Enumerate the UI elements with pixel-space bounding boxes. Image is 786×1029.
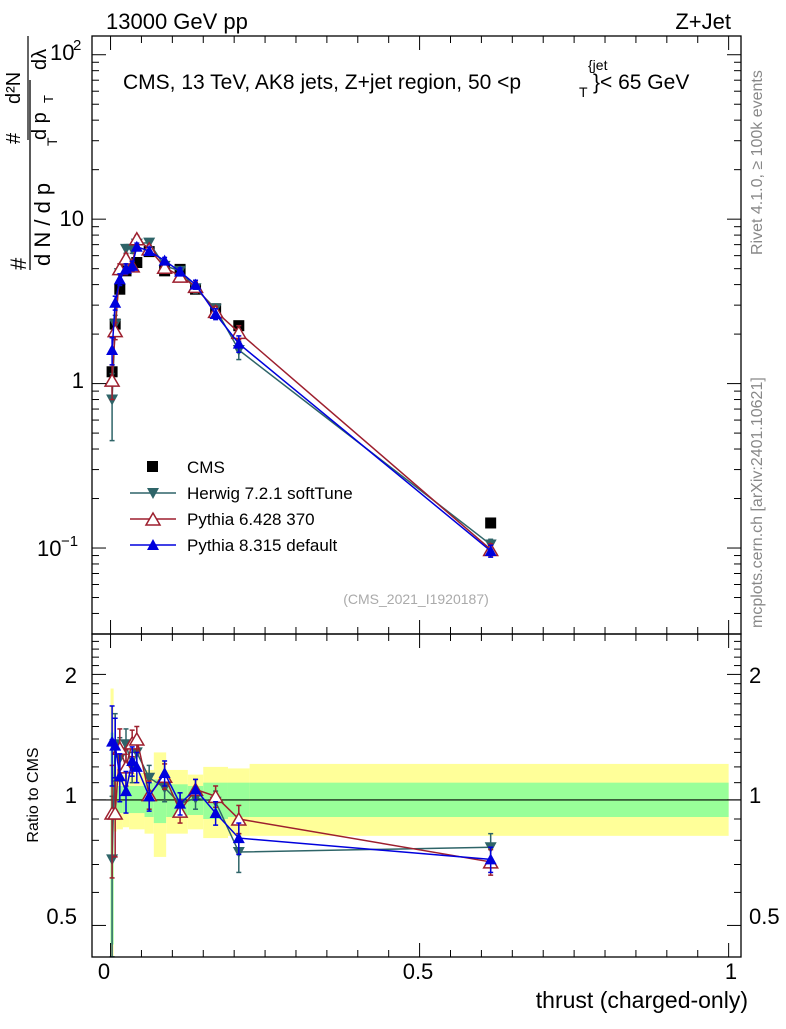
main-ytick-label-0.1: 10 −1 [37,533,78,561]
chart-title: CMS, 13 TeV, AK8 jets, Z+jet region, 50 … [123,57,689,100]
main-ytick-label-1: 1 [72,368,84,393]
ratio-ytick-label-2-left: 2 [65,663,77,688]
legend-item-herwig: Herwig 7.2.1 softTune [130,484,353,503]
legend-item-cms: CMS [147,458,225,477]
main-point-pythia-8-315-default [189,278,202,290]
legend-label-herwig: Herwig 7.2.1 softTune [187,484,353,503]
main-point-cms [485,517,497,529]
ylabel-hash-left: # [6,257,31,270]
ytick-0.1-base: 10 [37,536,61,561]
ratio-point-pythia-8-315-default [158,767,171,779]
ratio-point-pythia-8-315-default [174,797,187,809]
header-left: 13000 GeV pp [106,9,248,34]
xtick-label-0: 0 [98,959,110,984]
main-ytick-label-10: 10 [60,206,84,231]
ratio-point-pythia-8-315-default [119,785,132,797]
ratio-axis-ticks [92,634,741,957]
ylabel-frac1-den-sub: T [44,137,60,146]
header-right: Z+Jet [675,9,731,34]
ratio-series-2 [106,705,497,874]
legend-item-pythia8: Pythia 8.315 default [130,536,338,555]
ratio-point-pythia-8-315-default [126,754,139,766]
ratio-point-pythia-8-315-default [232,832,245,844]
ratio-point-pythia-6-428-370 [106,805,124,820]
ratio-ytick-label-0.5-right: 0.5 [749,904,780,929]
chart-title-prefix: CMS, 13 TeV, AK8 jets, Z+jet region, 50 … [123,71,521,94]
main-point-pythia-8-315-default [113,273,126,285]
chart-title-sup: {jet [588,57,608,73]
rivet-version-label: Rivet 4.1.0, ≥ 100k events [749,70,766,255]
main-panel: 10 2 10 1 10 −1 CMS, 13 TeV, AK8 jets, Z… [3,35,742,635]
legend-label-pythia8: Pythia 8.315 default [187,536,338,555]
ytick-100-exp: 2 [73,37,81,54]
legend-label-pythia6: Pythia 6.428 370 [187,510,315,529]
main-point-pythia-8-315-default [232,337,245,349]
x-axis-label: thrust (charged-only) [536,987,748,1013]
xtick-label-1: 1 [725,959,737,984]
chart-title-suffix: }< 65 GeV [593,71,689,94]
main-point-cms [131,257,143,269]
ratio-point-pythia-8-315-default [484,853,497,865]
ylabel-frac2-hash: # [3,132,25,144]
main-point-pythia-8-315-default [106,344,119,356]
ratio-ylabel: Ratio to CMS [25,747,42,842]
main-point-pythia-8-315-default [209,308,222,320]
ratio-point-pythia-8-315-default [143,790,156,802]
main-series-3 [106,240,497,558]
ratio-ytick-label-1-left: 1 [65,783,77,808]
ylabel-frac1-den: d N / d p [30,183,55,266]
legend: CMS Herwig 7.2.1 softTune Pythia 6.428 3… [130,458,353,555]
main-point-pythia-8-315-default [126,259,139,271]
main-point-pythia-6-428-370 [106,323,124,338]
main-point-pythia-8-315-default [143,245,156,257]
xtick-label-0.5: 0.5 [403,959,434,984]
ylabel-frac2-den-tail: dλ [29,49,51,70]
ratio-point-herwig-7-2-1-softtune [143,772,156,784]
legend-item-pythia6: Pythia 6.428 370 [130,510,315,529]
ratio-point-pythia-8-315-default [209,807,222,819]
ratio-panel: 2 1 0.5 2 1 0.5 Ratio to CMS 0 0.5 1 thr… [25,633,780,1013]
main-point-cms [114,283,126,295]
analysis-watermark: (CMS_2021_I1920187) [343,591,489,607]
ylabel-frac2-den-sub: T [41,95,56,103]
ytick-0.1-exp: −1 [61,533,78,550]
legend-marker-cms [147,461,158,472]
main-ytick-label-100: 10 2 [50,37,81,65]
ylabel-frac2-num: d²N [3,72,25,104]
main-point-pythia-8-315-default [130,240,143,252]
mcplots-label: mcplots.cern.ch [arXiv:2401.10621] [749,377,766,628]
main-plot-content [103,231,499,558]
ratio-point-pythia-8-315-default [130,760,143,772]
ratio-ytick-label-0.5-left: 0.5 [46,904,77,929]
ratio-ytick-label-2-right: 2 [749,663,761,688]
ylabel-frac2-den: d p [29,112,51,140]
main-ylabel: # d N / d p T d²N # d p T dλ [3,36,60,270]
main-point-pythia-8-315-default [158,254,171,266]
ratio-point-pythia-6-428-370 [128,731,146,746]
ytick-100-base: 10 [50,40,74,65]
main-series-2 [103,231,499,557]
main-point-pythia-8-315-default [174,265,187,277]
legend-marker-herwig [147,488,159,499]
legend-marker-pythia8 [147,539,159,550]
legend-marker-pythia6 [144,511,162,526]
main-point-pythia-6-428-370 [103,372,121,387]
legend-label-cms: CMS [187,458,225,477]
main-point-pythia-6-428-370 [156,259,173,274]
ratio-point-pythia-8-315-default [189,783,202,795]
main-point-pythia-8-315-default [484,544,497,556]
ratio-point-pythia-8-315-default [113,770,126,782]
chart-title-sub: T [579,84,588,100]
ratio-ytick-label-1-right: 1 [749,783,761,808]
ratio-point-pythia-8-315-default [109,739,122,751]
ratio-frame [91,633,742,958]
main-point-pythia-8-315-default [119,262,132,274]
main-point-pythia-8-315-default [109,296,122,308]
ratio-plot-content [92,688,741,958]
